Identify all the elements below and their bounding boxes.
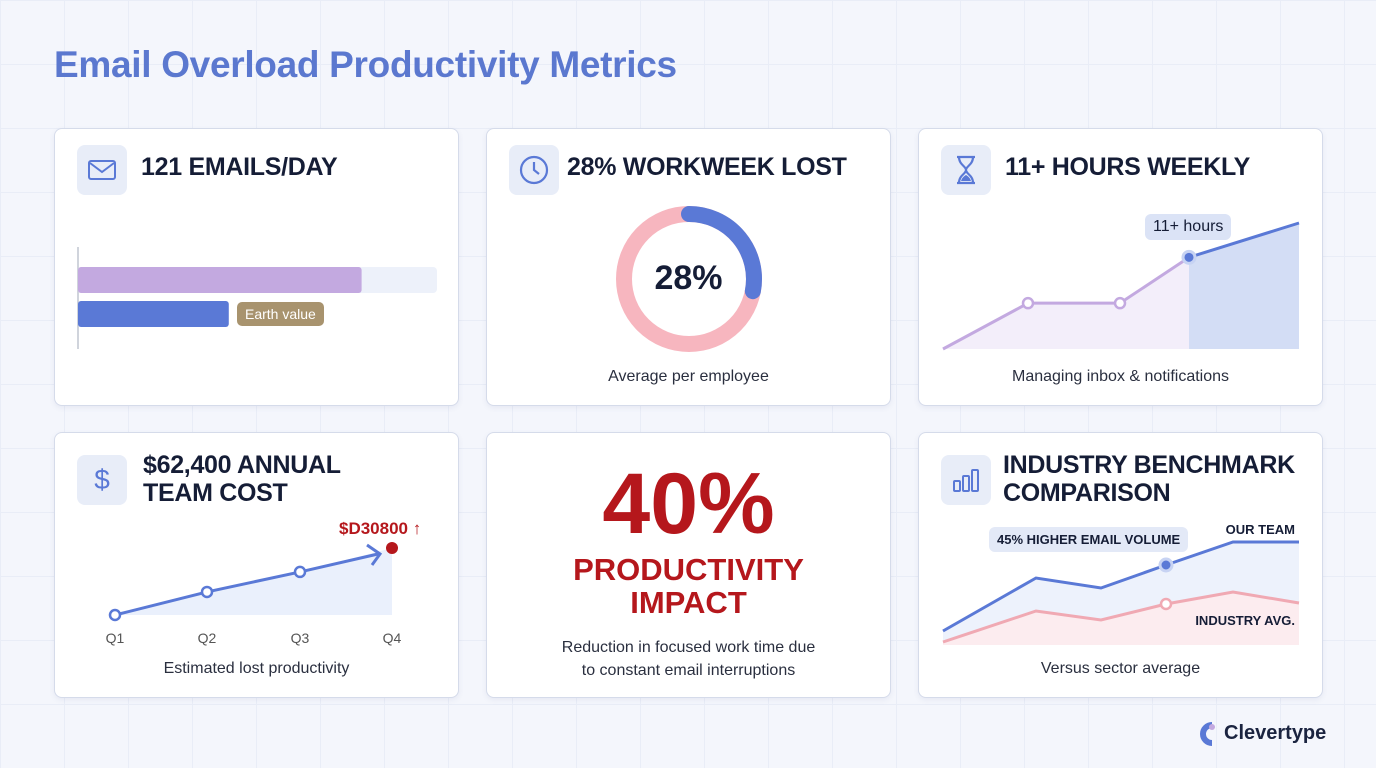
hours-card: 11+ HOURS WEEKLY 11+ hours Managing inbo… <box>918 128 1323 406</box>
area-fill-highlight <box>1189 223 1299 349</box>
cost-caption: Estimated lost productivity <box>163 660 350 677</box>
cost-heading-line2: TEAM COST <box>143 479 288 507</box>
donut-center-label: 28% <box>654 259 723 297</box>
our-team-line <box>942 540 1299 633</box>
impact-line1: PRODUCTIVITY <box>573 552 804 587</box>
tick-label-Q4: Q4 <box>383 630 402 646</box>
benchmark-card: INDUSTRY BENCHMARK COMPARISON OUR TEAM IND… <box>918 432 1323 698</box>
bar-2 <box>78 301 229 327</box>
industry-line <box>942 590 1300 644</box>
tick-label-Q3: Q3 <box>291 630 310 646</box>
benchmark-heading: INDUSTRY BENCHMARK COMPARISON <box>1003 451 1295 507</box>
tick-label-Q1: Q1 <box>106 630 125 646</box>
data-point <box>1113 296 1127 310</box>
impact-caption: Reduction in focused work time due to con… <box>487 636 890 682</box>
arrow-head <box>366 543 383 566</box>
brand-logo: Clevertype <box>1198 721 1327 746</box>
emails-card: 121 EMAILS/DAY Earth value <box>54 128 459 406</box>
workweek-card: 28% WORKWEEK LOST 28% Average per employ… <box>486 128 891 406</box>
benchmark-heading-line1: INDUSTRY BENCHMARK <box>1003 451 1295 479</box>
line-past <box>942 256 1190 351</box>
clevertype-logo-icon <box>1200 721 1215 746</box>
cost-heading: $62,400 ANNUAL TEAM COST <box>143 451 341 507</box>
legend-industry-avg: INDUSTRY AVG. <box>1195 613 1295 628</box>
hours-caption: Managing inbox & notifications <box>1011 368 1230 385</box>
cost-line-chart: Q1 Q2 Q3 Q4 <box>106 542 402 646</box>
benchmark-heading-line2: COMPARISON <box>1003 479 1171 507</box>
emails-heading: 121 EMAILS/DAY <box>141 153 338 181</box>
benchmark-tooltip: 45% HIGHER EMAIL VOLUME <box>989 527 1189 552</box>
bar-tooltip: Earth value <box>237 302 324 326</box>
envelope-icon <box>77 145 127 195</box>
donut-chart <box>616 206 762 352</box>
data-point <box>108 608 122 622</box>
line-highlight <box>1188 221 1300 259</box>
highlight-point <box>1181 249 1197 265</box>
q4-point <box>386 542 398 554</box>
tick-label-Q2: Q2 <box>198 630 217 646</box>
hours-area-chart <box>942 221 1300 351</box>
benchmark-line-chart: OUR TEAM INDUSTRY AVG. <box>942 522 1300 645</box>
our-team-point <box>1158 557 1174 573</box>
impact-caption-line1: Reduction in focused work time due <box>561 639 816 656</box>
impact-value: 40% <box>602 456 775 552</box>
impact-line2: IMPACT <box>630 585 747 620</box>
cost-card: $ $62,400 ANNUAL TEAM COST Q1 Q2 Q3 Q4 $D308… <box>54 432 459 698</box>
hourglass-icon <box>941 145 991 195</box>
hours-tooltip: 11+ hours <box>1145 214 1232 240</box>
hours-heading: 11+ HOURS WEEKLY <box>1005 153 1251 181</box>
data-point <box>293 565 307 579</box>
cost-heading-line1: $62,400 ANNUAL <box>143 451 341 479</box>
dollar-icon: $ <box>77 455 127 505</box>
legend-our-team: OUR TEAM <box>1226 522 1295 537</box>
emails-bar-chart <box>77 247 437 349</box>
benchmark-caption: Versus sector average <box>1040 660 1201 677</box>
clock-icon <box>509 145 559 195</box>
page-title: Email Overload Productivity Metrics <box>54 44 677 85</box>
impact-caption-line2: to constant email interruptions <box>581 662 796 679</box>
industry-area <box>943 592 1299 645</box>
data-point <box>1021 296 1035 310</box>
workweek-caption: Average per employee <box>608 368 769 385</box>
bar-chart-icon <box>941 455 991 505</box>
impact-card: 40% PRODUCTIVITY IMPACT Reduction in foc… <box>486 432 891 698</box>
bar-1 <box>78 267 362 293</box>
data-point <box>200 585 214 599</box>
brand-name: Clevertype <box>1224 722 1327 744</box>
cost-line <box>114 552 379 617</box>
donut-lost-arc <box>681 206 762 300</box>
workweek-heading: 28% WORKWEEK LOST <box>567 153 847 181</box>
cost-callout: $D30800 ↑ <box>339 519 422 538</box>
industry-point <box>1159 597 1173 611</box>
